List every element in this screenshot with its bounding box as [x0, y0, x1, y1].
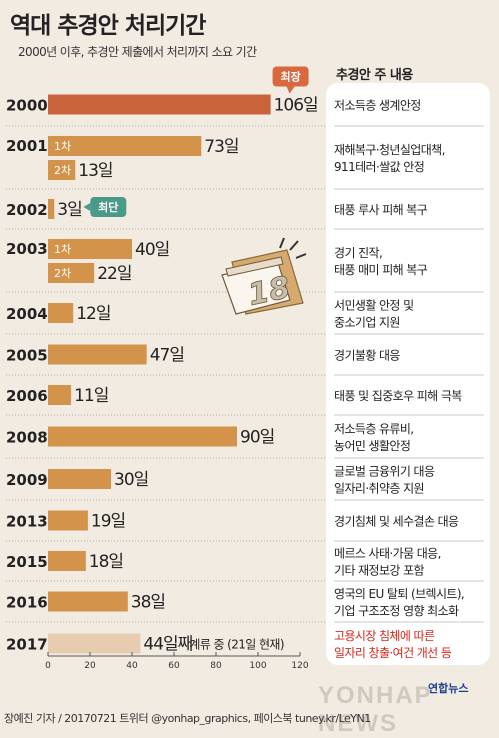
- value-label: 11일: [74, 386, 108, 406]
- value-label: 73일: [204, 137, 238, 157]
- year-label: 2001: [6, 137, 48, 155]
- year-label: 2002: [6, 201, 48, 219]
- value-label: 12일: [76, 304, 110, 324]
- content-text: 일자리·취약층 지원: [334, 481, 424, 496]
- content-text: 태풍 매미 피해 복구: [334, 263, 428, 277]
- content-text: 기타 재정보강 포함: [334, 564, 425, 578]
- content-text: 저소득층 생계안정: [334, 99, 421, 113]
- pending-note: 계류 중 (21일 현재): [189, 638, 284, 652]
- x-tick-label: 80: [210, 661, 222, 671]
- bar: [48, 136, 202, 156]
- content-text: 농어민 생활안정: [334, 439, 410, 453]
- bar: [48, 551, 86, 571]
- x-tick-label: 100: [249, 661, 266, 671]
- value-label: 13일: [78, 161, 112, 181]
- badge-box: [90, 197, 127, 217]
- year-label: 2016: [6, 594, 48, 612]
- content-text: 경기 진작,: [334, 246, 382, 260]
- content-text: 메르스 사태·가뭄 대응,: [334, 547, 441, 561]
- badge-box: [272, 66, 309, 87]
- page-subtitle: 2000년 이후, 추경안 제출에서 처리까지 소요 기간: [18, 45, 257, 59]
- badge-label: 최장: [280, 70, 300, 84]
- publisher-logo: 연합뉴스: [428, 682, 469, 695]
- content-text: 서민생활 안정 및: [334, 299, 414, 313]
- x-tick-label: 40: [126, 661, 138, 671]
- calendar-spark: [289, 240, 299, 251]
- year-label: 2008: [6, 429, 48, 447]
- bar-tag: 1차: [54, 243, 71, 256]
- bar: [48, 239, 132, 259]
- content-heading: 추경안 주 내용: [336, 68, 413, 83]
- year-label: 2004: [6, 305, 48, 323]
- value-label: 47일: [150, 346, 184, 366]
- x-tick-label: 0: [45, 661, 51, 671]
- bar: [48, 510, 88, 531]
- x-tick-label: 20: [84, 661, 96, 671]
- value-label: 19일: [91, 512, 125, 532]
- content-text: 저소득층 유류비,: [334, 422, 414, 436]
- value-label: 3일: [57, 200, 81, 220]
- content-text: 경기침체 및 세수결손 대응: [334, 515, 459, 529]
- value-label: 30일: [114, 470, 148, 490]
- bar: [48, 633, 141, 654]
- content-text: 경기불황 대응: [334, 349, 400, 363]
- bar: [48, 303, 74, 323]
- calendar-spark: [279, 237, 285, 249]
- value-label: 38일: [131, 593, 165, 613]
- bar: [48, 591, 128, 612]
- x-tick-label: 60: [168, 661, 180, 671]
- bar: [48, 263, 95, 283]
- content-text: 영국의 EU 탈퇴 (브렉시트),: [334, 587, 464, 601]
- content-text: 재해복구·청년실업대책,: [334, 142, 445, 157]
- content-text: 기업 구조조정 영향 최소화: [334, 604, 459, 618]
- calendar-spark: [295, 253, 307, 259]
- content-text: 태풍 및 집중호우 피해 극복: [334, 389, 462, 403]
- x-tick-label: 120: [291, 661, 308, 671]
- value-label: 90일: [240, 428, 274, 448]
- page-title: 역대 추경안 처리기간: [10, 13, 206, 39]
- bar: [48, 426, 237, 447]
- bar: [48, 385, 72, 405]
- year-label: 2003: [6, 240, 48, 258]
- badge-pointer: [286, 86, 295, 94]
- year-label: 2017: [6, 636, 48, 654]
- year-label: 2015: [6, 553, 48, 571]
- content-text: 일자리 창출·여건 개선 등: [334, 646, 452, 660]
- bar: [48, 160, 76, 180]
- bar: [48, 94, 271, 115]
- year-label: 2005: [6, 347, 48, 365]
- content-text: 고용시장 침체에 따른: [334, 629, 435, 643]
- year-label: 2013: [6, 513, 48, 531]
- value-label: 18일: [89, 552, 123, 572]
- value-label: 44일째: [143, 635, 192, 655]
- bar: [48, 344, 147, 365]
- year-label: 2006: [6, 387, 48, 405]
- value-label: 106일: [274, 96, 318, 116]
- year-label: 2000: [6, 97, 48, 115]
- content-text: 글로벌 금융위기 대응: [334, 465, 435, 479]
- year-label: 2009: [6, 471, 48, 489]
- badge-pointer: [83, 203, 91, 211]
- bar: [48, 469, 111, 489]
- bar-tag: 1차: [54, 140, 71, 153]
- content-text: 중소기업 지원: [334, 316, 400, 330]
- bar-tag: 2차: [54, 164, 71, 177]
- content-panel: [326, 83, 490, 665]
- content-text: 태풍 루사 피해 복구: [334, 203, 428, 217]
- bar: [48, 199, 55, 219]
- value-label: 22일: [97, 264, 131, 284]
- footer-credit: 장예진 기자 / 20170721 트위터 @yonhap_graphics, …: [4, 712, 371, 725]
- badge-label: 최단: [98, 200, 118, 214]
- calendar-ring-strip: [225, 256, 284, 277]
- content-text: 911테러·쌀값 안정: [334, 160, 424, 174]
- bar-tag: 2차: [54, 267, 71, 280]
- value-label: 40일: [135, 240, 169, 260]
- calendar-illustration: 18: [221, 237, 307, 315]
